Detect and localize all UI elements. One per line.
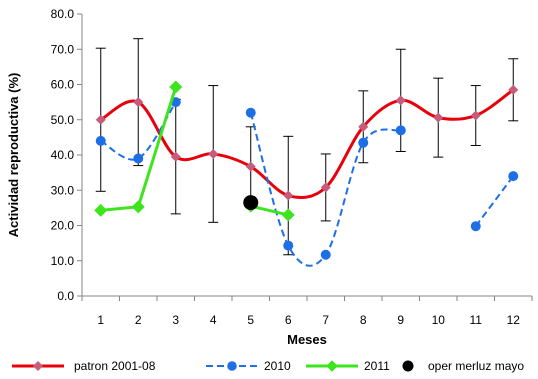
- legend: patron 2001-08 2010 2011 oper merluz mayo: [12, 359, 524, 373]
- x-tick-label: 6: [285, 313, 292, 327]
- point-2010: [283, 240, 294, 251]
- y-tick-label: 70.0: [51, 42, 75, 56]
- x-tick-label: 7: [322, 313, 329, 327]
- legend-label: oper merluz mayo: [428, 359, 524, 373]
- x-tick-label: 2: [135, 313, 142, 327]
- legend-item: 2011: [306, 359, 390, 373]
- x-tick-label: 5: [247, 313, 254, 327]
- point-patron: [245, 161, 256, 172]
- point-2010: [508, 171, 519, 182]
- point-patron: [320, 182, 331, 193]
- series-2011: [94, 80, 295, 222]
- point-2010: [320, 249, 331, 260]
- point-2011: [131, 200, 145, 214]
- series-line-2010: [474, 175, 515, 227]
- point-2011: [281, 208, 295, 222]
- y-tick-label: 80.0: [51, 7, 75, 21]
- point-patron: [283, 190, 294, 201]
- series-line-2011: [250, 204, 289, 217]
- x-tick-label: 3: [172, 313, 179, 327]
- legend-label: patron 2001-08: [74, 359, 156, 373]
- y-tick-label: 0.0: [57, 289, 74, 303]
- point-2010: [395, 125, 406, 136]
- x-tick-label: 9: [397, 313, 404, 327]
- y-tick-label: 50.0: [51, 113, 75, 127]
- x-tick-label: 1: [97, 313, 104, 327]
- point-2010: [95, 135, 106, 146]
- series-patron: [95, 84, 519, 201]
- error-bars: [95, 38, 519, 256]
- point-patron: [170, 151, 181, 162]
- series-oper-merluz: [243, 195, 259, 211]
- legend-item: oper merluz mayo: [402, 359, 524, 373]
- x-tick-label: 4: [210, 313, 217, 327]
- point-2010: [245, 107, 256, 118]
- point-patron: [470, 110, 481, 121]
- point-patron: [208, 148, 219, 160]
- point-2011: [169, 80, 183, 94]
- point-2010: [133, 153, 144, 164]
- point-2010: [358, 137, 369, 148]
- series-line-2010: [100, 101, 177, 161]
- y-axis-title: Actividad reproductiva (%): [6, 73, 21, 238]
- x-tick-label: 12: [507, 313, 521, 327]
- y-tick-label: 60.0: [51, 78, 75, 92]
- x-axis-title: Meses: [287, 332, 327, 347]
- y-tick-label: 30.0: [51, 183, 75, 197]
- legend-swatch-marker: [227, 361, 237, 371]
- legend-label: 2011: [364, 359, 390, 373]
- y-tick-label: 20.0: [51, 219, 75, 233]
- point-patron: [508, 84, 519, 95]
- point-patron: [358, 121, 369, 132]
- axes: 0.010.020.030.040.050.060.070.080.01 2 3 4 5…: [51, 7, 533, 327]
- point-patron: [95, 114, 106, 125]
- point-patron: [133, 97, 144, 108]
- point-2010: [470, 221, 481, 232]
- legend-item: patron 2001-08: [12, 359, 156, 373]
- series-2010: [95, 97, 519, 267]
- series-line-patron: [99, 88, 515, 200]
- legend-swatch-marker: [32, 360, 44, 372]
- legend-swatch-marker: [402, 360, 414, 372]
- point-patron: [433, 112, 444, 123]
- x-tick-label: 8: [360, 313, 367, 327]
- y-tick-label: 10.0: [51, 254, 75, 268]
- point-2011: [94, 203, 108, 217]
- legend-label: 2010: [264, 359, 291, 373]
- legend-item: 2010: [206, 359, 291, 373]
- y-tick-label: 40.0: [51, 148, 75, 162]
- series-layer: [94, 80, 519, 267]
- point-patron: [395, 95, 406, 106]
- point-oper-merluz: [243, 195, 259, 211]
- x-tick-label: 11: [470, 313, 483, 327]
- legend-swatch-marker: [326, 360, 338, 372]
- x-tick-label: 10: [432, 313, 446, 327]
